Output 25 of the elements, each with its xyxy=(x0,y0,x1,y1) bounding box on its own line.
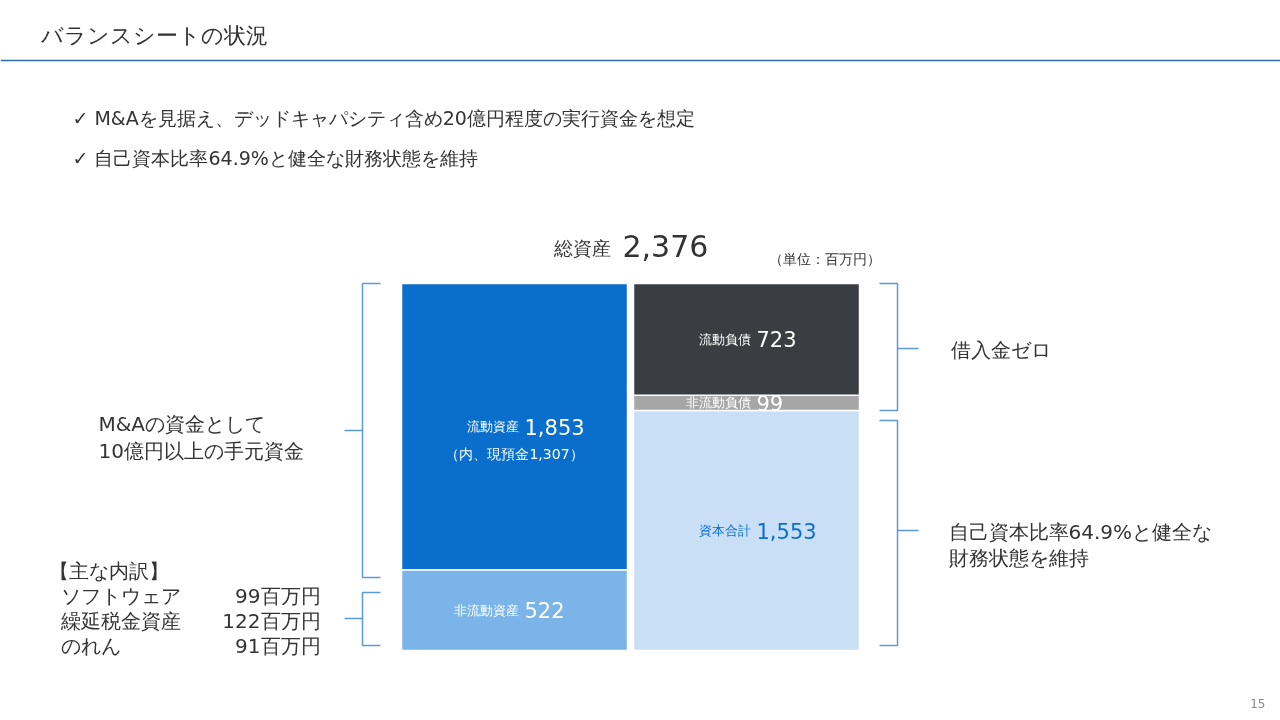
text: 財務状態を維持 xyxy=(948,545,1089,570)
series-label: 資本合計 xyxy=(698,523,751,539)
text: バランスシートの状況 xyxy=(39,23,268,48)
series-label: 非流動負債 xyxy=(685,395,751,411)
data-label: 1,853 xyxy=(524,415,585,440)
text: 【主な内訳】 xyxy=(48,558,169,583)
series-label: 流動負債 xyxy=(698,331,751,347)
data-label: 1,553 xyxy=(756,519,817,544)
text: 15 xyxy=(1250,697,1266,711)
text: （単位：百万円） xyxy=(768,250,881,267)
text: 10億円以上の手元資金 xyxy=(98,438,304,463)
series-label: 流動資産 xyxy=(466,419,519,435)
text: 総資産 2,376 xyxy=(552,228,709,264)
text: ✓ 自己資本比率64.9%と健全な財務状態を維持 xyxy=(72,146,478,169)
text: 自己資本比率64.9%と健全な xyxy=(948,519,1213,544)
text: 借入金ゼロ xyxy=(950,337,1051,362)
series-label: 非流動資産 xyxy=(453,602,519,618)
text: M&Aの資金として xyxy=(98,411,266,436)
data-label: 723 xyxy=(756,328,797,353)
data-label: 522 xyxy=(524,599,565,624)
text: ソフトウェア 99百万円 xyxy=(60,583,321,608)
text: ✓ M&Aを見据え、デッドキャパシティ含め20億円程度の実行資金を想定 xyxy=(72,106,695,129)
text: 繰延税金資産 122百万円 xyxy=(60,608,321,633)
annotation: （内、現預金1,307） xyxy=(445,445,584,462)
text: のれん 91百万円 xyxy=(60,633,321,658)
